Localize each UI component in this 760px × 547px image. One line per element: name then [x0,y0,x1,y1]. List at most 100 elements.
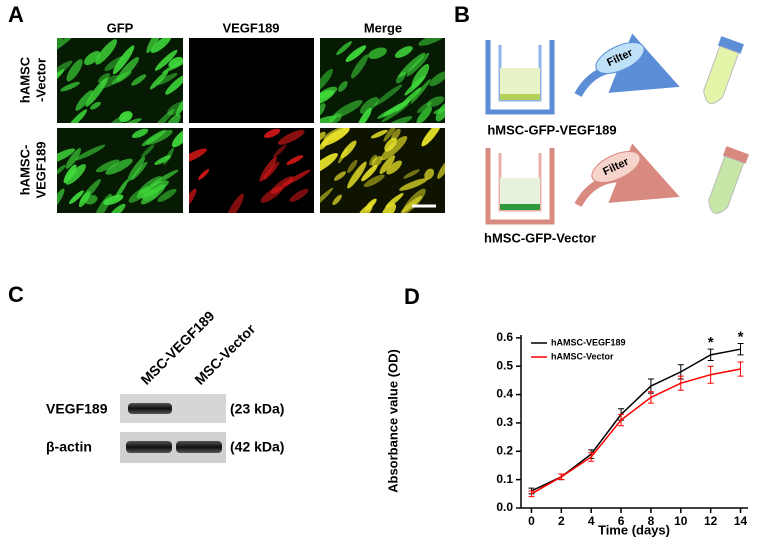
cell [336,41,352,56]
cell [57,69,65,83]
cell [347,161,367,189]
cells [57,38,183,123]
row-header: -Vector [33,58,48,102]
y-tick-label: 0.4 [496,387,513,401]
x-tick-label: 0 [528,514,535,528]
cell [333,99,363,118]
cell [340,140,357,159]
annotation: * [738,328,744,345]
cell [426,96,445,108]
error-bar [737,361,744,377]
transwell [485,148,555,225]
cell [332,194,342,206]
cell [435,102,445,122]
cell [398,52,426,78]
cell [260,186,283,203]
cell [377,106,399,119]
x-tick-label: 14 [734,514,748,528]
cell [63,164,77,184]
y-tick-label: 0.6 [496,330,513,344]
cell [424,168,435,180]
cells [57,128,183,213]
panel-label: B [454,2,470,27]
cell [400,195,422,213]
cell [383,128,398,142]
cell [132,128,149,139]
cell [363,174,385,188]
cell [264,128,281,139]
x-tick-label: 10 [674,514,688,528]
series-line [531,368,741,495]
cell [57,188,65,211]
cell [437,157,445,179]
cell [320,139,329,150]
cell [338,81,348,92]
cells [189,128,311,213]
cells [320,128,445,213]
cell [109,203,126,213]
cell [163,147,175,165]
cell [345,45,367,62]
cell [103,194,124,206]
x-tick-label: 12 [704,514,718,528]
y-tick-label: 0.3 [496,415,513,429]
cell [112,45,135,75]
panel-label: A [8,2,24,27]
cell [69,190,84,204]
cell [347,159,358,174]
cell [99,75,120,89]
cell [359,97,379,114]
cell [156,72,178,86]
cell [66,59,83,82]
cell [320,187,334,211]
cell [127,156,146,182]
cell [368,47,387,59]
cell [277,129,305,145]
cell [364,198,377,211]
cell [396,87,422,112]
cell [171,128,183,148]
cell [65,164,86,185]
filter-bubble [591,151,641,183]
column-header: GFP [107,20,134,35]
cell [168,56,183,68]
cell [84,51,101,66]
cell [416,101,432,114]
cell [95,39,118,65]
row-header: VEGF189 [33,141,48,198]
cell [395,71,406,84]
cell [416,106,432,123]
cell [65,148,81,169]
tube [708,146,749,214]
legend-label: hAMSC-Vector [551,351,614,361]
cell [369,154,378,166]
cell [175,96,183,116]
cell [329,113,342,123]
filter-bubble [595,42,645,74]
cell [60,81,80,92]
cell [97,73,111,84]
cell [289,188,309,202]
cell [57,60,73,81]
transwell [485,40,555,115]
cell [386,116,413,123]
cell [386,160,402,175]
y-tick-label: 0.5 [496,358,513,372]
band-label: β-actin [46,439,92,455]
x-tick-label: 8 [648,514,655,528]
micrographs [57,38,445,213]
cell [394,46,413,58]
group-label: hMSC-GFP-Vector [484,230,596,245]
cell [165,113,181,123]
band-size: (42 kDa) [230,439,284,455]
error-bar [528,490,535,498]
cell [370,129,388,139]
cell [320,86,338,99]
cell [95,159,120,173]
annotation: * [708,334,714,351]
y-axis-label: Absorbance value (OD) [385,349,400,493]
cell [136,180,169,199]
blot-band [126,441,172,453]
cell [281,169,311,187]
cell [320,103,326,118]
